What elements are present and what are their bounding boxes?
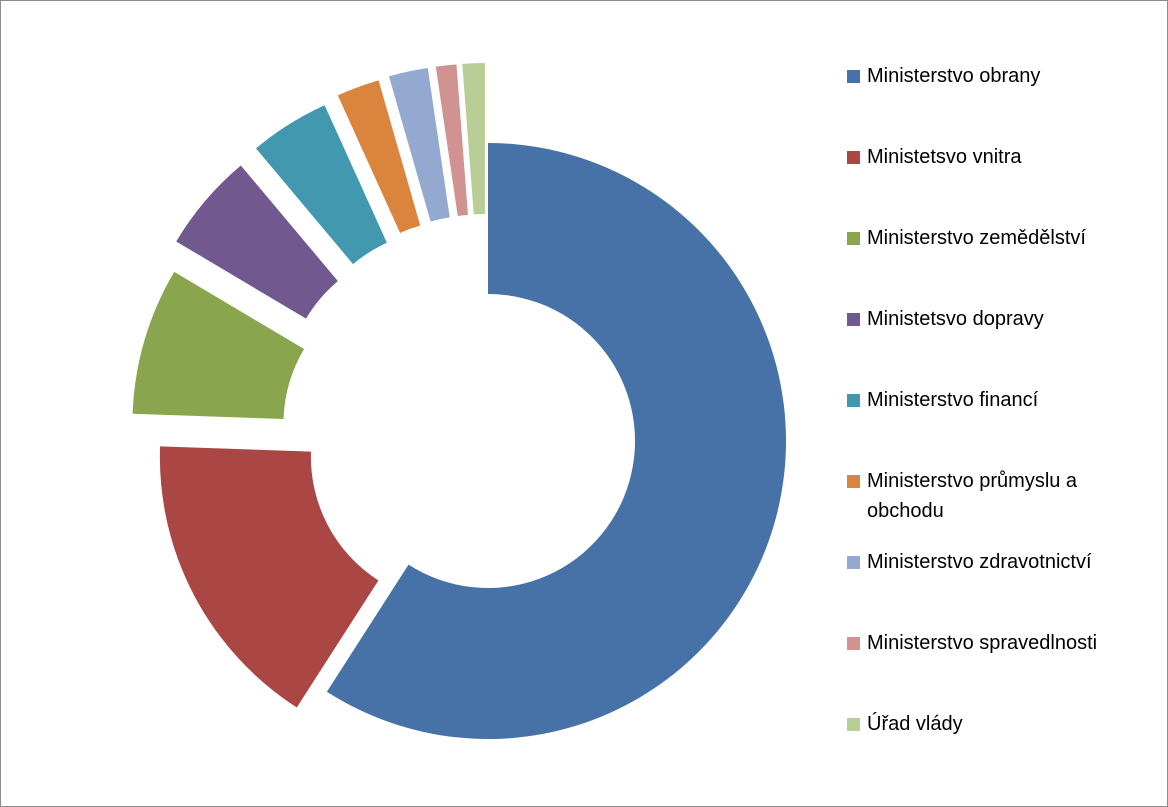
legend-label: Ministerstvo obrany xyxy=(867,65,1041,87)
legend-label: Ministetsvo vnitra xyxy=(867,146,1022,168)
donut-slice xyxy=(435,64,468,217)
donut-slice xyxy=(176,165,338,319)
legend-swatch xyxy=(847,394,860,407)
legend-swatch xyxy=(847,556,860,569)
legend-label: Ministerstvo zemědělství xyxy=(867,227,1086,249)
legend-swatch xyxy=(847,718,860,731)
donut-slice xyxy=(255,105,387,265)
legend-swatch xyxy=(847,232,860,245)
legend-item: Ministerstvo zdravotnictví xyxy=(847,547,1165,577)
donut-slice xyxy=(462,63,485,215)
legend-swatch xyxy=(847,151,860,164)
legend-swatch xyxy=(847,475,860,488)
donut-slice xyxy=(132,271,305,419)
legend-item: Ministerstvo spravedlnosti xyxy=(847,628,1165,658)
legend-swatch xyxy=(847,637,860,650)
legend-label: Úřad vlády xyxy=(867,713,963,735)
legend-item: Ministetsvo vnitra xyxy=(847,142,1165,172)
legend-label: Ministerstvo průmyslu a obchodu xyxy=(867,470,1078,522)
legend-item: Ministerstvo obrany xyxy=(847,61,1165,91)
legend-item: Ministerstvo zemědělství xyxy=(847,223,1165,253)
donut-slice xyxy=(337,80,421,233)
legend-label: Ministerstvo financí xyxy=(867,389,1039,411)
legend-swatch xyxy=(847,313,860,326)
legend-item: Ministerstvo průmyslu a obchodu xyxy=(847,466,1137,526)
legend-label: Ministerstvo zdravotnictví xyxy=(867,551,1092,573)
legend-item: Ministetsvo dopravy xyxy=(847,304,1165,334)
legend-label: Ministerstvo spravedlnosti xyxy=(867,632,1098,654)
legend-label: Ministetsvo dopravy xyxy=(867,308,1044,330)
donut-slice xyxy=(388,67,450,222)
donut-slice xyxy=(326,143,787,739)
legend-swatch xyxy=(847,70,860,83)
legend-item: Ministerstvo financí xyxy=(847,385,1165,415)
legend-item: Úřad vlády xyxy=(847,709,1165,739)
donut-slice xyxy=(159,446,379,708)
